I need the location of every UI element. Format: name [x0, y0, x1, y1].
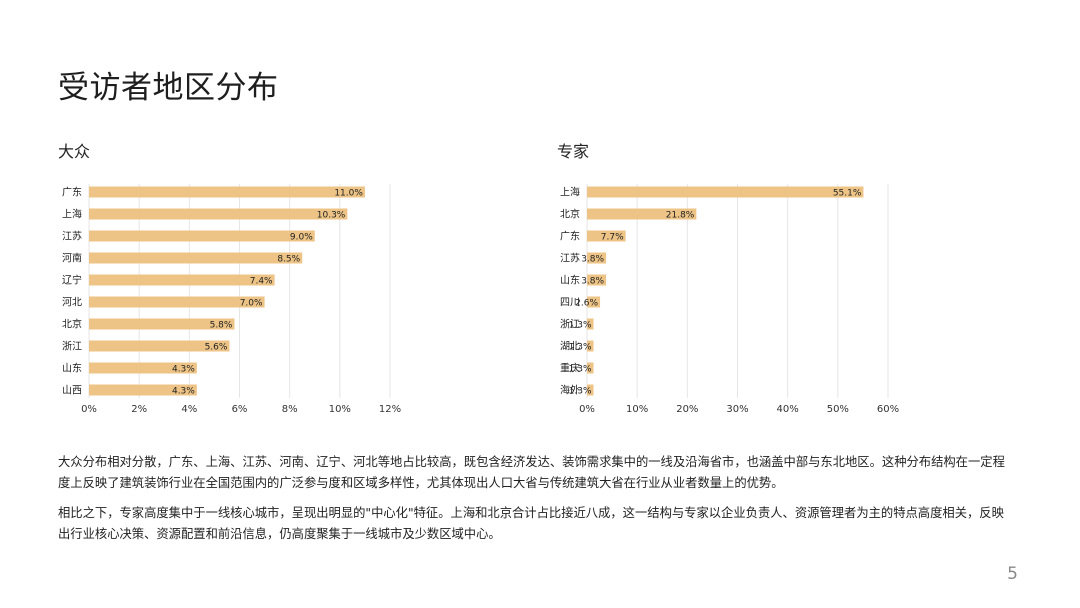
expert-category-label: 山东: [560, 274, 580, 287]
public-bar: [89, 252, 303, 264]
public-category-label: 浙江: [62, 341, 82, 353]
expert-x-tick-label: 20%: [676, 404, 698, 415]
public-value-label: 5.8%: [210, 321, 233, 331]
public-bar: [89, 186, 365, 198]
expert-bar: [587, 340, 594, 352]
expert-value-label: 1.3%: [569, 365, 592, 375]
expert-value-label: 3.8%: [581, 277, 604, 287]
expert-value-label: 21.8%: [666, 211, 695, 221]
public-value-label: 7.0%: [240, 299, 263, 309]
expert-bar: [587, 186, 864, 198]
public-bar: [89, 274, 275, 286]
expert-value-label: 1.3%: [569, 343, 592, 353]
expert-category-label: 湖北: [560, 341, 580, 353]
expert-region-bar-chart: 0% 10% 20% 30% 40% 50% 60% 上海 55.1% 北京 21.8% 广东 7.7%…: [560, 184, 899, 415]
expert-value-label: 3.8%: [581, 255, 604, 265]
public-bar: [89, 230, 315, 242]
public-category-label: 河南: [62, 252, 82, 265]
expert-category-label: 浙江: [560, 319, 580, 331]
public-bar: [89, 340, 230, 352]
public-category-label: 江苏: [62, 230, 82, 243]
public-category-label: 山东: [62, 362, 82, 375]
expert-value-label: 1.3%: [569, 321, 592, 331]
expert-category-label: 四川: [560, 298, 580, 309]
public-x-tick-label: 6%: [232, 404, 248, 415]
expert-category-label: 江苏: [560, 252, 580, 265]
public-value-label: 4.3%: [172, 387, 195, 397]
public-value-label: 7.4%: [250, 277, 273, 287]
public-x-tick-label: 0%: [81, 404, 97, 415]
public-chart-title: 大众: [58, 142, 91, 161]
public-bar: [89, 362, 197, 374]
public-x-tick-label: 8%: [282, 404, 298, 415]
expert-bar: [587, 318, 594, 330]
page-number: 5: [1007, 564, 1018, 584]
public-value-label: 4.3%: [172, 365, 195, 375]
public-category-label: 辽宁: [62, 274, 82, 287]
expert-bar: [587, 362, 594, 374]
public-value-label: 8.5%: [277, 255, 300, 265]
page-title: 受访者地区分布: [58, 70, 279, 106]
public-bar: [89, 208, 348, 220]
public-region-bar-chart: 0% 2% 4% 6% 8% 10% 12% 广东 11.0% 上海 10.3% 江苏 9.0% 河南 8.…: [62, 184, 401, 415]
expert-category-label: 广东: [560, 230, 580, 243]
expert-value-label: 55.1%: [833, 189, 862, 199]
expert-bar: [587, 230, 626, 242]
paragraph-expert-analysis: 相比之下，专家高度集中于一线核心城市，呈现出明显的"中心化"特征。上海和北京合计…: [58, 506, 1004, 541]
public-x-tick-label: 10%: [329, 404, 351, 415]
public-bar: [89, 296, 265, 308]
expert-value-label: 7.7%: [601, 233, 624, 243]
expert-bar: [587, 208, 697, 220]
expert-bar: [587, 274, 607, 286]
expert-category-label: 上海: [560, 186, 580, 199]
expert-x-tick-label: 40%: [777, 404, 799, 415]
expert-x-tick-label: 0%: [579, 404, 595, 415]
public-value-label: 5.6%: [205, 343, 228, 353]
public-bar: [89, 384, 197, 396]
public-value-label: 11.0%: [334, 189, 363, 199]
expert-bar: [587, 296, 601, 308]
public-x-tick-label: 4%: [181, 404, 197, 415]
expert-category-label: 北京: [560, 208, 580, 221]
public-category-label: 北京: [62, 318, 82, 331]
public-category-label: 广东: [62, 186, 82, 199]
public-x-tick-label: 12%: [379, 404, 401, 415]
expert-bar: [587, 384, 594, 396]
expert-value-label: 2.6%: [575, 299, 598, 309]
expert-x-tick-label: 50%: [827, 404, 849, 415]
public-x-tick-label: 2%: [131, 404, 147, 415]
expert-chart-title: 专家: [557, 142, 590, 161]
paragraph-public-analysis: 大众分布相对分散，广东、上海、江苏、河南、辽宁、河北等地占比较高，既包含经济发达…: [58, 455, 1005, 490]
public-category-label: 上海: [62, 208, 82, 221]
expert-x-tick-label: 30%: [726, 404, 748, 415]
expert-bar: [587, 252, 607, 264]
public-category-label: 河北: [62, 297, 82, 309]
expert-x-tick-label: 10%: [626, 404, 648, 415]
expert-category-label: 重庆: [560, 362, 580, 375]
public-value-label: 10.3%: [317, 211, 346, 221]
expert-x-tick-label: 60%: [877, 404, 899, 415]
expert-category-label: 海外: [560, 384, 580, 397]
public-value-label: 9.0%: [290, 233, 313, 243]
expert-value-label: 1.3%: [569, 387, 592, 397]
public-category-label: 山西: [62, 385, 82, 397]
public-bar: [89, 318, 235, 330]
